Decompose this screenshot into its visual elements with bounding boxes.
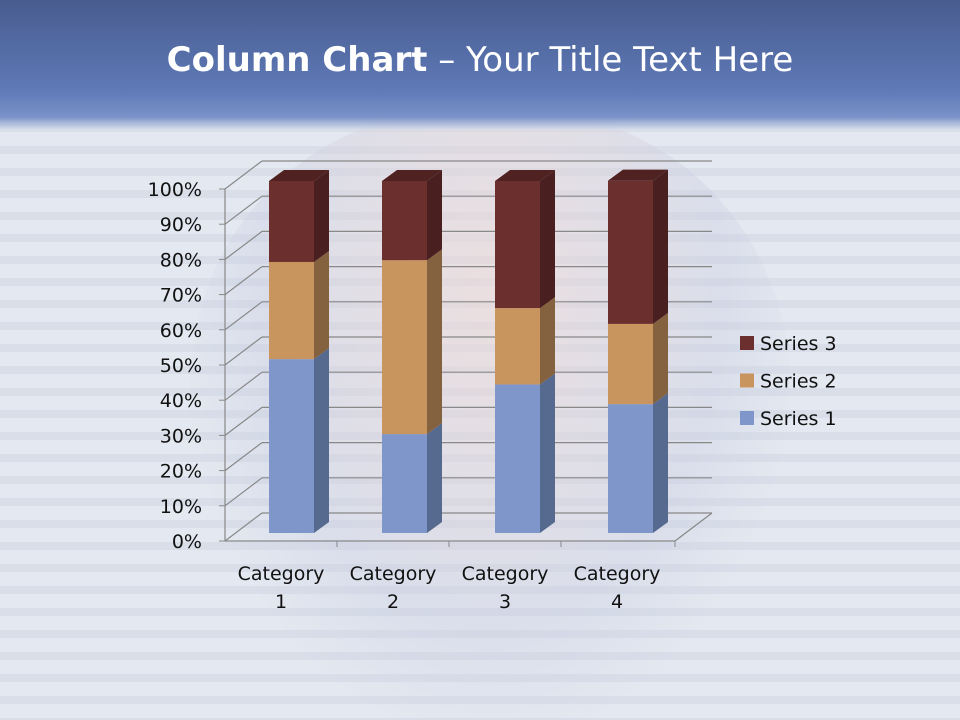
slide-title: Column Chart – Your Title Text Here bbox=[0, 40, 960, 80]
bar-2-category-2 bbox=[382, 260, 427, 435]
legend-label: Series 2 bbox=[760, 371, 837, 393]
title-bar bbox=[0, 0, 960, 130]
y-tick-label: 90% bbox=[160, 214, 202, 236]
y-tick-label: 20% bbox=[160, 461, 202, 483]
legend-label: Series 3 bbox=[760, 333, 837, 355]
bar-3-category-1 bbox=[269, 181, 314, 262]
y-tick-label: 80% bbox=[160, 249, 202, 271]
title-rest: – Your Title Text Here bbox=[427, 40, 794, 80]
bar-2-category-3 bbox=[495, 308, 540, 385]
y-tick-label: 70% bbox=[160, 285, 202, 307]
bar-top-category-1 bbox=[269, 170, 329, 181]
y-tick-label: 50% bbox=[160, 355, 202, 377]
bar-top-category-3 bbox=[495, 170, 555, 181]
gridline-diagonal bbox=[224, 266, 263, 296]
bar-side-1-category-2 bbox=[427, 423, 442, 533]
gridline-diagonal bbox=[224, 477, 263, 507]
y-tick-label: 10% bbox=[160, 496, 202, 518]
y-tick-label: 0% bbox=[172, 531, 202, 553]
y-tick-label: 40% bbox=[160, 390, 202, 412]
gridline-diagonal bbox=[224, 301, 263, 331]
title-bold: Column Chart bbox=[166, 40, 428, 80]
bar-1-category-3 bbox=[495, 384, 540, 533]
bar-side-2-category-4 bbox=[653, 312, 668, 405]
y-tick-label: 60% bbox=[160, 320, 202, 342]
bar-side-1-category-1 bbox=[314, 348, 329, 533]
bar-3-category-2 bbox=[382, 181, 427, 261]
legend-swatch bbox=[740, 411, 754, 425]
bar-2-category-4 bbox=[608, 323, 653, 405]
category-label-number: 1 bbox=[275, 591, 287, 613]
bar-top-category-4 bbox=[608, 169, 668, 181]
gridline-diagonal bbox=[224, 512, 263, 542]
gridline-diagonal bbox=[224, 195, 263, 225]
gridline-diagonal bbox=[224, 406, 263, 436]
bar-side-3-category-3 bbox=[540, 170, 555, 309]
category-label: Category bbox=[574, 563, 661, 585]
bar-1-category-2 bbox=[382, 434, 427, 533]
category-label: Category bbox=[238, 563, 325, 585]
bar-2-category-1 bbox=[269, 261, 314, 360]
category-label: Category bbox=[462, 563, 549, 585]
category-label-number: 3 bbox=[499, 591, 511, 613]
y-tick-label: 100% bbox=[148, 179, 202, 201]
bar-side-1-category-3 bbox=[540, 373, 555, 533]
bar-side-1-category-4 bbox=[653, 393, 668, 533]
y-tick-label: 30% bbox=[160, 425, 202, 447]
bar-side-3-category-2 bbox=[427, 170, 442, 261]
floor-edge bbox=[674, 512, 713, 542]
legend-swatch bbox=[740, 336, 754, 350]
category-label: Category bbox=[350, 563, 437, 585]
bar-1-category-1 bbox=[269, 359, 314, 533]
bar-3-category-4 bbox=[608, 180, 653, 324]
bar-side-2-category-3 bbox=[540, 297, 555, 385]
legend-label: Series 1 bbox=[760, 408, 837, 430]
gridline-diagonal bbox=[224, 442, 263, 472]
gridline-diagonal bbox=[224, 336, 263, 366]
gridline-diagonal bbox=[224, 160, 263, 190]
gridline-diagonal bbox=[224, 371, 263, 401]
bar-top-category-2 bbox=[382, 170, 442, 181]
gridline-diagonal bbox=[224, 230, 263, 260]
category-label-number: 4 bbox=[611, 591, 623, 613]
bar-side-3-category-1 bbox=[314, 170, 329, 262]
bar-1-category-4 bbox=[608, 404, 653, 533]
legend-swatch bbox=[740, 373, 754, 388]
bar-side-3-category-4 bbox=[653, 169, 668, 324]
category-label-number: 2 bbox=[387, 591, 399, 613]
bar-3-category-3 bbox=[495, 181, 540, 309]
bar-side-2-category-1 bbox=[314, 250, 329, 360]
bar-side-2-category-2 bbox=[427, 249, 442, 435]
